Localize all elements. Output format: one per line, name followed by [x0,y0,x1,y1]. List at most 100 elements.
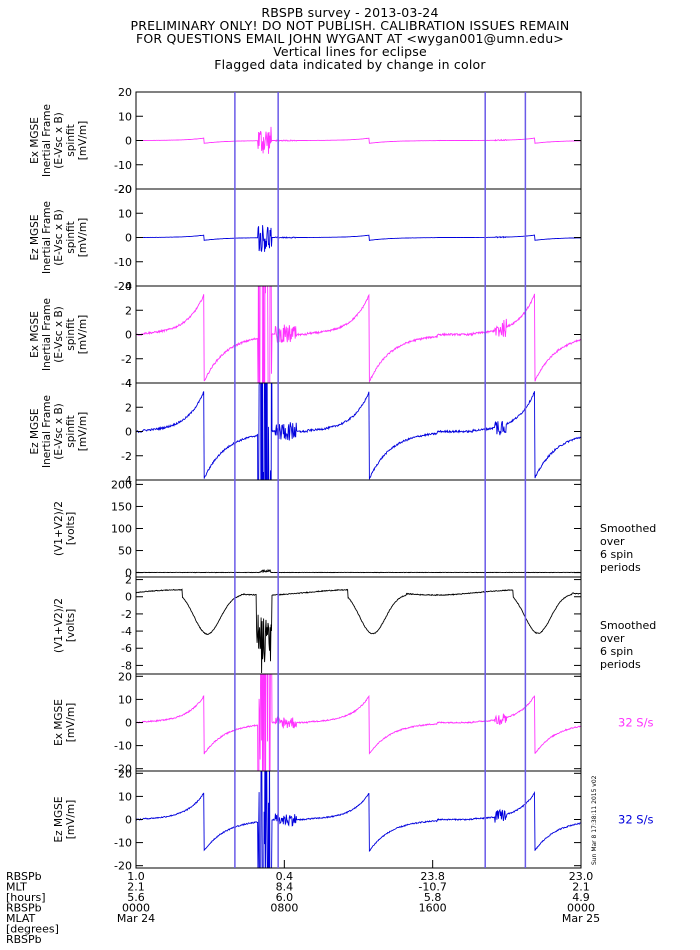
panel-annotation: over [600,632,625,645]
panel-annotation: 6 spin [600,548,633,561]
panel-frame [135,188,582,287]
ytick-label: -10 [114,740,132,753]
panel-p1: -20 -10 0 10 20 Ex MGSE Inertial Frame (E-Vsc x… [29,86,582,196]
ylabel-line: [volts] [65,609,77,642]
xaxis-row-label: MLAT [6,912,36,925]
xaxis-value: 1.0 [127,870,145,883]
ylabel-line: [mV/m] [65,800,77,839]
contact-line: FOR QUESTIONS EMAIL JOHN WYGANT AT <wyga… [135,31,564,46]
xaxis-row-label: RBSPb [6,933,42,946]
panel-frame [135,479,582,578]
ylabel-line: Ex MGSE [29,311,41,358]
xaxis-value: 2.1 [127,881,145,894]
ytick-label: -10 [114,256,132,269]
ylabel-line: spinfit [65,415,77,447]
ytick-label: -4 [121,625,132,638]
ytick-label: -20 [114,860,132,873]
ytick-label: 0 [125,426,132,439]
chart-header: RBSPB survey - 2013-03-24 PRELIMINARY ON… [0,6,700,71]
panel-annotation: Smoothed [600,619,656,632]
ylabel-line: (V1+V2)/2 [53,598,65,653]
xaxis-value: 0000 [122,902,150,915]
ytick-label: 50 [118,545,132,558]
panel-frame [135,770,582,869]
ylabel-line: spinfit [65,124,77,156]
ytick-label: -10 [114,159,132,172]
ytick-label: -2 [121,450,132,463]
chart-title: RBSPB survey - 2013-03-24 [261,5,439,20]
panel-frame [135,673,582,772]
xaxis-row-label: MLT [6,881,27,894]
ytick-label: 4 [125,280,132,293]
xaxis-value: 5.8 [424,891,442,904]
xaxis-value: 6.0 [276,891,294,904]
xaxis-value: Mar 24 [117,912,155,925]
ytick-label: 0 [125,591,132,604]
ytick-label: 2 [125,401,132,414]
ylabel-line: Inertial Frame [41,298,53,371]
ylabel-line: [mV/m] [77,315,89,354]
panel-annotation: 32 S/s [618,716,653,730]
series-line-p7 [136,674,581,771]
ytick-label: -2 [121,608,132,621]
ylabel-line: (E-Vsc x B) [53,403,65,460]
xaxis-value: 8.4 [276,881,294,894]
ytick-label: 20 [118,183,132,196]
ylabel-line: Ez MGSE [53,797,65,843]
ylabel-line: [mV/m] [77,121,89,160]
xaxis-row-label: RBSPb [6,870,42,883]
xaxis-value: 23.0 [569,870,594,883]
ytick-label: 0 [125,135,132,148]
generation-stamp: Sun Mar 8 17:38:11 2015 v02 [591,775,598,865]
ylabel-line: Ex MGSE [53,699,65,746]
ytick-label: 0 [125,814,132,827]
xaxis-value: 0800 [270,902,298,915]
ytick-label: 150 [111,500,132,513]
ytick-label: 200 [111,478,132,491]
ylabel-line: [mV/m] [65,703,77,742]
panel-p5: 0 50 100 150 200 (V1+V2)/2 [volts] Smoothedover… [53,478,656,579]
ylabel-line: spinfit [65,318,77,350]
ytick-label: 0 [125,567,132,580]
series-line-p2 [136,225,581,253]
ytick-label: -20 [114,183,132,196]
ylabel-line: (E-Vsc x B) [53,209,65,266]
ytick-label: 10 [118,693,132,706]
eclipse-note: Vertical lines for eclipse [273,44,427,59]
series-line-p1 [136,126,581,154]
ylabel-line: [mV/m] [77,412,89,451]
panel-frame [135,576,582,675]
ytick-label: 100 [111,523,132,536]
ytick-label: -4 [121,377,132,390]
xaxis-row-label: [hours] [6,891,46,904]
ytick-label: -10 [114,837,132,850]
ytick-label: 20 [118,86,132,99]
panel-annotation: Smoothed [600,522,656,535]
ylabel-line: spinfit [65,221,77,253]
xaxis-value: 2.1 [572,881,590,894]
xaxis-value: 4.9 [572,891,590,904]
ylabel-line: (E-Vsc x B) [53,112,65,169]
xaxis-value: 0000 [567,902,595,915]
ytick-label: 2 [125,304,132,317]
ytick-label: 2 [125,574,132,587]
ytick-label: 0 [125,232,132,245]
series-line-p3 [136,286,581,383]
series-line-p6 [136,588,581,674]
ylabel-line: (E-Vsc x B) [53,306,65,363]
panel-p4: -4 -2 0 2 4 Ez MGSE Inertial Frame (E-Vsc x B) s… [29,377,582,487]
ylabel-line: (V1+V2)/2 [53,501,65,556]
xaxis-row-label: RBSPb [6,902,42,915]
ytick-label: 20 [118,767,132,780]
ytick-label: -6 [121,642,132,655]
panel-annotation: over [600,535,625,548]
ytick-label: 4 [125,377,132,390]
ytick-label: 0 [125,717,132,730]
ytick-label: 10 [118,207,132,220]
ytick-label: -4 [121,474,132,487]
ytick-label: -2 [121,353,132,366]
panel-annotation: 6 spin [600,645,633,658]
flag-note: Flagged data indicated by change in colo… [214,57,486,72]
xaxis-row-label: [degrees] [6,923,59,936]
